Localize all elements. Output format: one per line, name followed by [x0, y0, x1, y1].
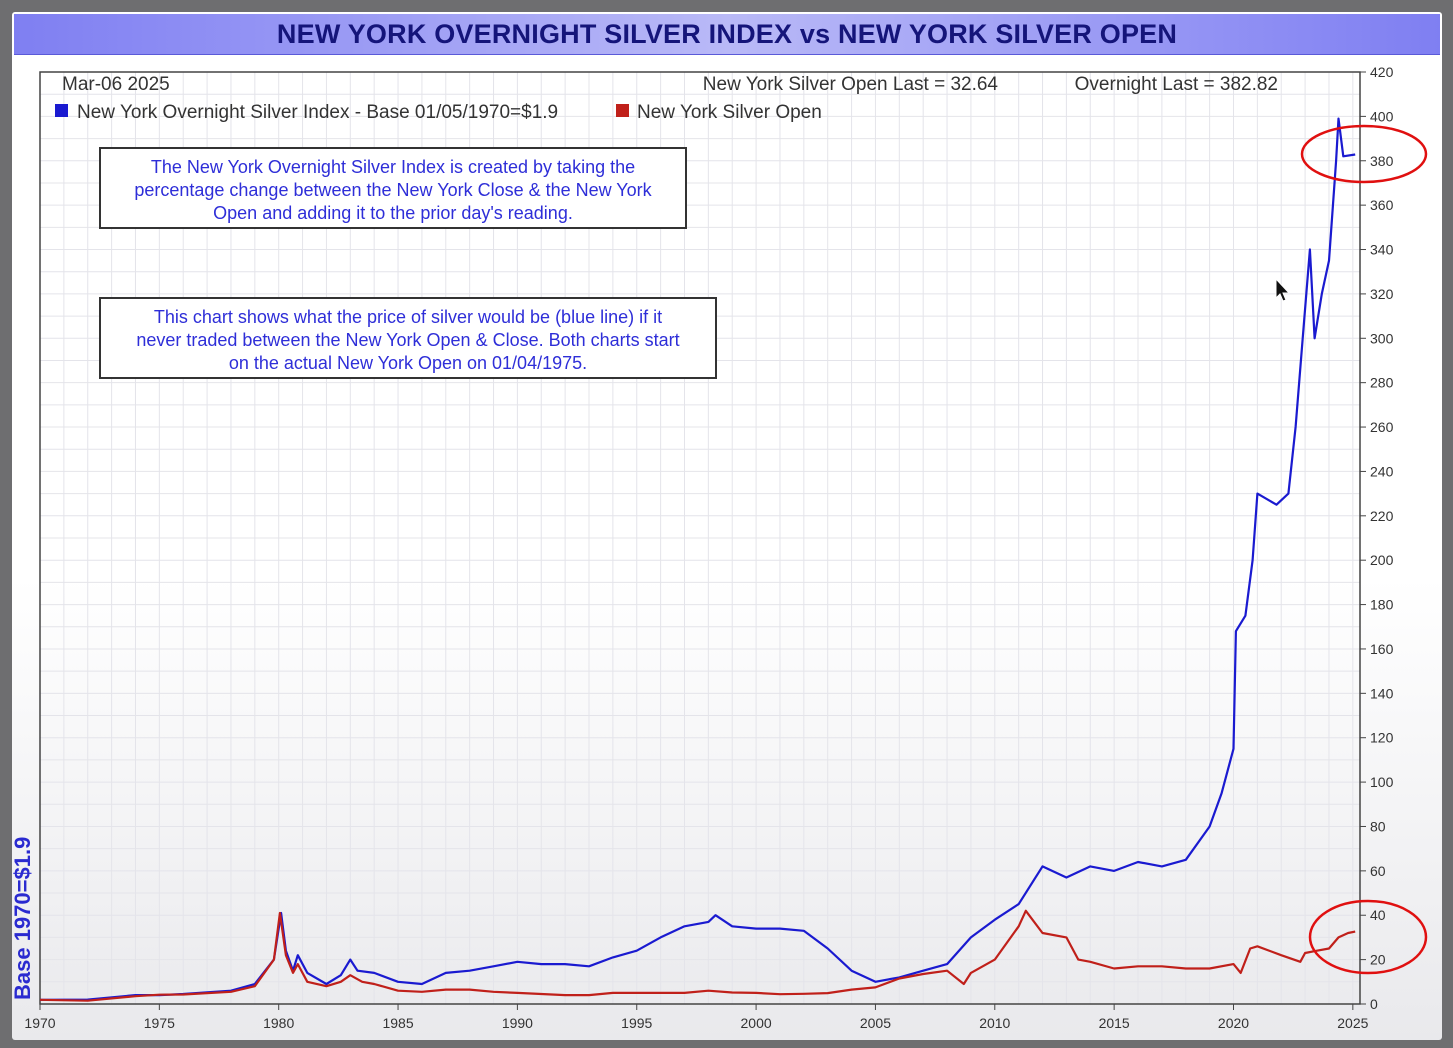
plot-border [39, 71, 1361, 1005]
highlight-circle-overnight [1300, 124, 1428, 184]
y-tick-label: 120 [1370, 730, 1394, 746]
y-tick-label: 20 [1370, 952, 1386, 968]
y-axis: 0 20 40 60 80 100 120 140 160 180 200 220 240 260 280 3… [1360, 64, 1394, 1012]
y-tick-label: 220 [1370, 508, 1394, 524]
x-tick-label: 1970 [24, 1015, 55, 1031]
y-tick-label: 320 [1370, 286, 1394, 302]
y-tick-label: 260 [1370, 419, 1394, 435]
note-box-1 [99, 147, 687, 229]
series-line-overnight-index [39, 117, 1356, 1001]
y-tick-label: 340 [1370, 242, 1394, 258]
y-tick-label: 40 [1370, 907, 1386, 923]
note-2-line-1: This chart shows what the price of silve… [154, 307, 662, 327]
note-1-line-1: The New York Overnight Silver Index is c… [151, 157, 635, 177]
y-tick-label: 80 [1370, 818, 1386, 834]
y-tick-label: 400 [1370, 108, 1394, 124]
legend-label-overnight: New York Overnight Silver Index - Base 0… [77, 102, 558, 123]
series-line-silver-open [39, 909, 1356, 1002]
y-tick-label: 240 [1370, 463, 1394, 479]
note-1-line-3: Open and adding it to the prior day's re… [213, 203, 573, 223]
x-tick-label: 2000 [741, 1015, 772, 1031]
y-tick-label: 160 [1370, 641, 1394, 657]
x-tick-label: 2010 [979, 1015, 1010, 1031]
x-tick-label: 2025 [1337, 1015, 1368, 1031]
y-tick-label: 280 [1370, 375, 1394, 391]
open-last-label: New York Silver Open Last = 32.64 [703, 74, 999, 95]
legend-label-open: New York Silver Open [637, 102, 822, 123]
y-tick-label: 180 [1370, 597, 1394, 613]
note-2-line-2: never traded between the New York Open &… [136, 330, 679, 350]
y-axis-label: Base 1970=$1.9 [10, 837, 35, 1000]
overnight-last-label: Overnight Last = 382.82 [1075, 74, 1278, 95]
x-tick-label: 1990 [502, 1015, 533, 1031]
highlight-circle-open [1308, 899, 1428, 975]
x-tick-label: 2020 [1218, 1015, 1249, 1031]
legend-swatch-overnight [55, 104, 68, 117]
x-tick-label: 1995 [621, 1015, 652, 1031]
y-tick-label: 380 [1370, 153, 1394, 169]
y-tick-label: 140 [1370, 685, 1394, 701]
chart-title: NEW YORK OVERNIGHT SILVER INDEX vs NEW Y… [276, 18, 1178, 49]
x-tick-label: 1980 [263, 1015, 294, 1031]
y-tick-label: 0 [1370, 996, 1378, 1012]
note-2-line-3: on the actual New York Open on 01/04/197… [229, 353, 587, 373]
date-label: Mar-06 2025 [62, 74, 170, 95]
x-tick-label: 2015 [1099, 1015, 1130, 1031]
y-tick-label: 300 [1370, 330, 1394, 346]
y-tick-label: 60 [1370, 863, 1386, 879]
series-layer [39, 117, 1356, 1002]
cursor-icon [1275, 277, 1291, 302]
note-1-line-2: percentage change between the New York C… [134, 180, 652, 200]
note-box-2 [99, 297, 717, 379]
y-tick-label: 360 [1370, 197, 1394, 213]
x-tick-label: 1975 [144, 1015, 175, 1031]
y-tick-label: 420 [1370, 64, 1394, 80]
title-bar: NEW YORK OVERNIGHT SILVER INDEX vs NEW Y… [14, 14, 1440, 55]
x-tick-label: 2005 [860, 1015, 891, 1031]
x-axis: 1970 1975 1980 1985 1990 1995 2000 2005 2010 2015… [24, 1004, 1369, 1031]
y-tick-label: 200 [1370, 552, 1394, 568]
y-tick-label: 100 [1370, 774, 1394, 790]
legend-swatch-open [616, 104, 629, 117]
x-tick-label: 1985 [382, 1015, 413, 1031]
